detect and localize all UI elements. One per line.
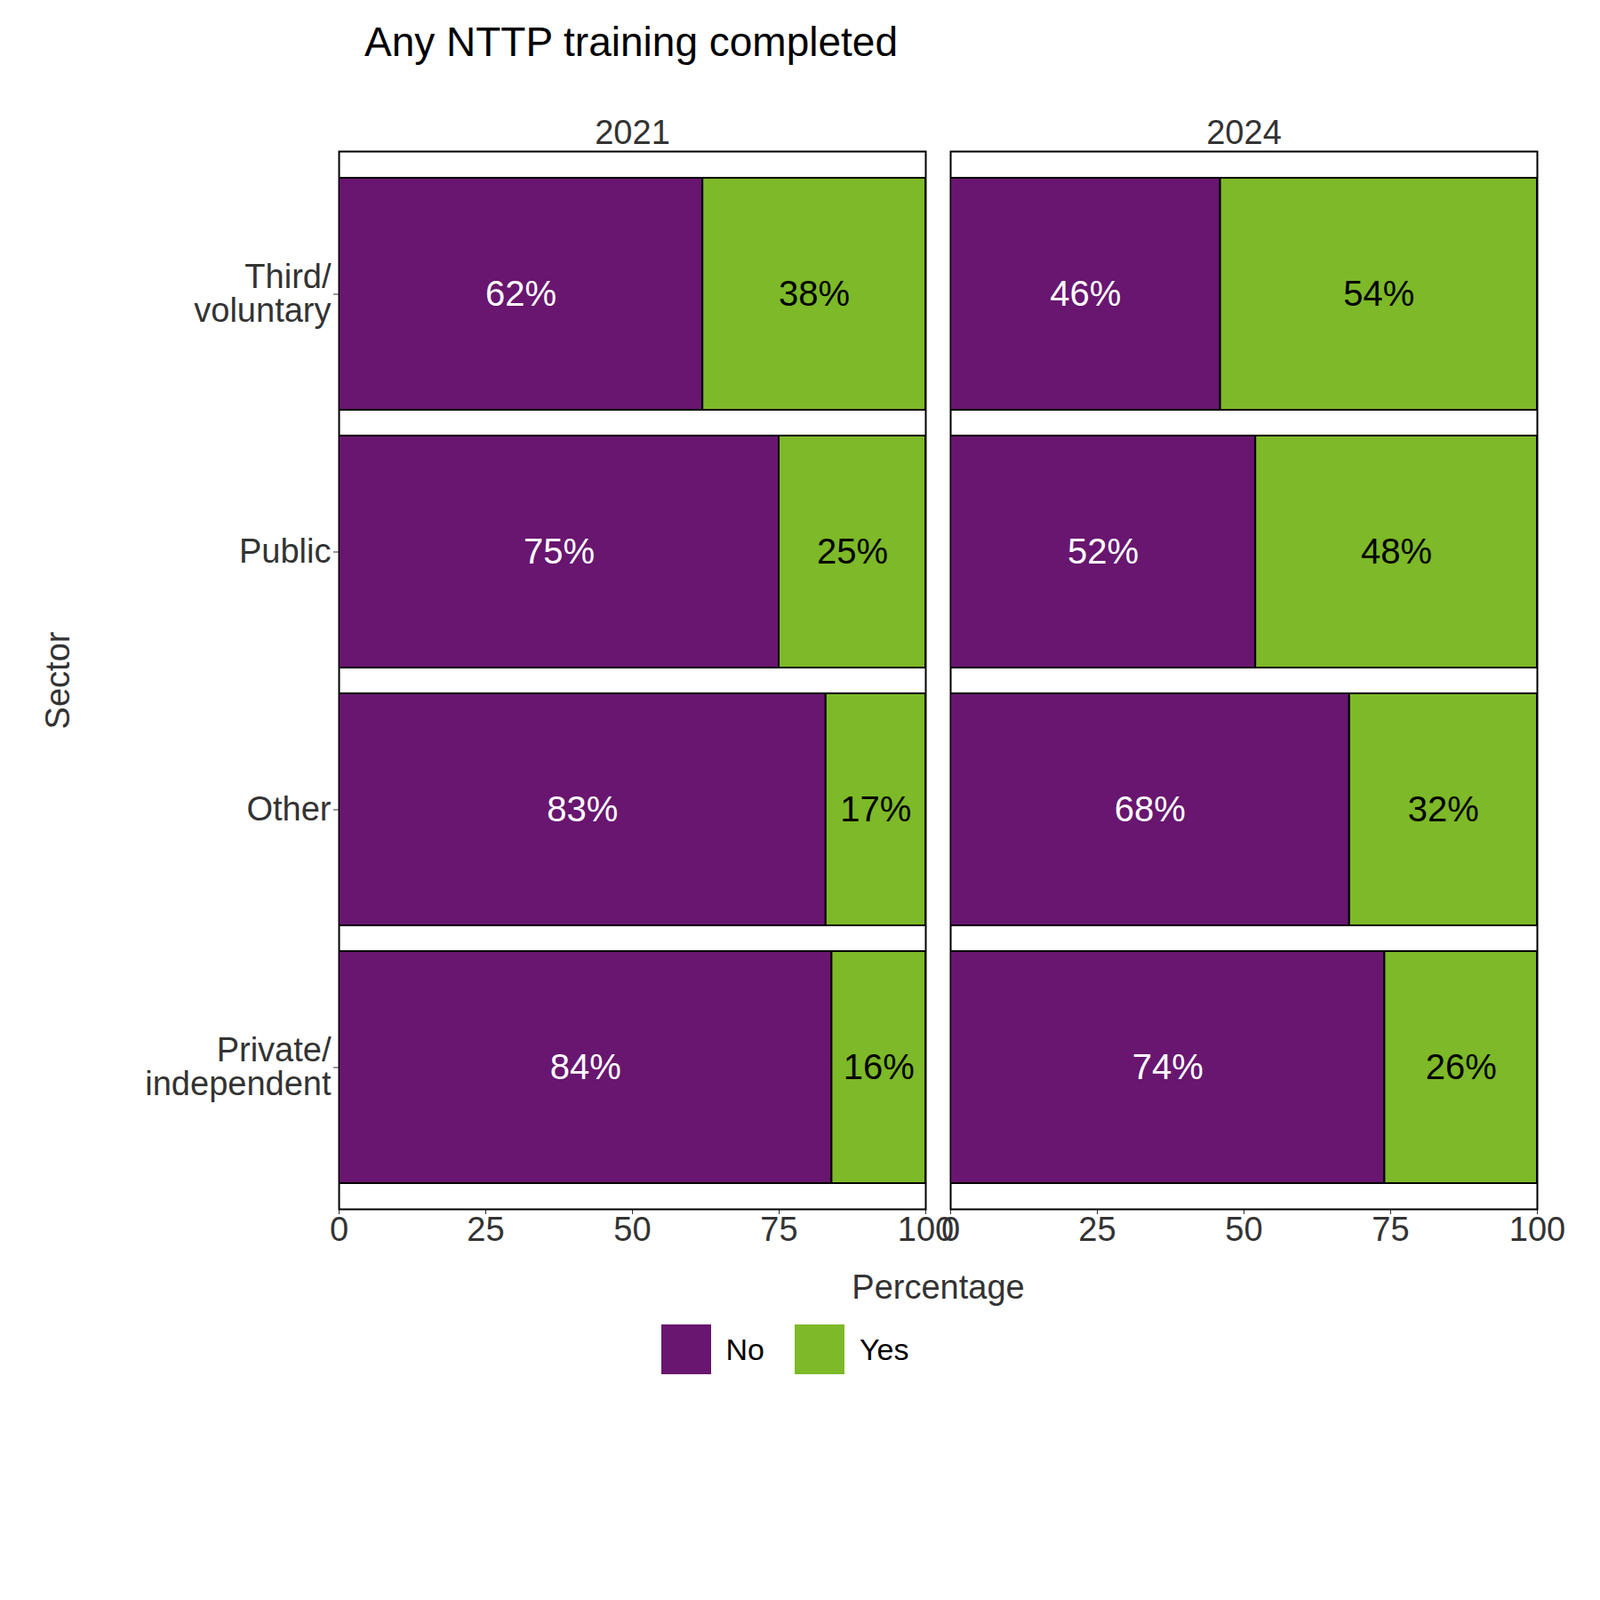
svg-text:Public: Public [239,532,332,570]
svg-text:68%: 68% [1114,789,1186,829]
svg-text:Private/independent: Private/independent [144,1031,332,1103]
svg-text:25: 25 [1078,1210,1116,1248]
svg-text:75%: 75% [523,531,595,571]
svg-text:25: 25 [466,1210,504,1248]
svg-text:Percentage: Percentage [851,1268,1024,1306]
svg-text:74%: 74% [1132,1047,1204,1087]
svg-text:25%: 25% [816,531,888,571]
svg-text:38%: 38% [778,273,850,313]
svg-text:75: 75 [760,1210,798,1248]
svg-text:50: 50 [1224,1210,1263,1248]
svg-text:16%: 16% [843,1047,915,1087]
svg-text:2021: 2021 [594,113,671,152]
svg-text:52%: 52% [1067,531,1139,571]
svg-text:100: 100 [897,1211,954,1249]
svg-text:62%: 62% [485,273,557,313]
svg-text:26%: 26% [1425,1047,1497,1087]
svg-text:17%: 17% [840,789,912,829]
svg-text:0: 0 [941,1210,960,1248]
svg-text:84%: 84% [550,1047,622,1087]
svg-text:2024: 2024 [1206,113,1282,152]
svg-text:46%: 46% [1049,273,1121,313]
svg-text:0: 0 [329,1210,349,1248]
svg-text:Third/voluntary: Third/voluntary [193,257,332,329]
html-text:Any NTTP training completed: Any NTTP training completed [364,18,898,65]
svg-text:Sector: Sector [39,631,77,729]
html-text:Yes: Yes [859,1332,909,1366]
svg-text:32%: 32% [1408,789,1480,829]
svg-text:100: 100 [1509,1210,1566,1248]
svg-text:83%: 83% [546,789,618,829]
html-text:No: No [725,1332,765,1366]
svg-text:54%: 54% [1343,273,1415,313]
svg-text:Other: Other [246,790,331,828]
svg-text:50: 50 [613,1210,651,1248]
svg-text:48%: 48% [1360,531,1432,571]
svg-text:75: 75 [1371,1210,1409,1248]
